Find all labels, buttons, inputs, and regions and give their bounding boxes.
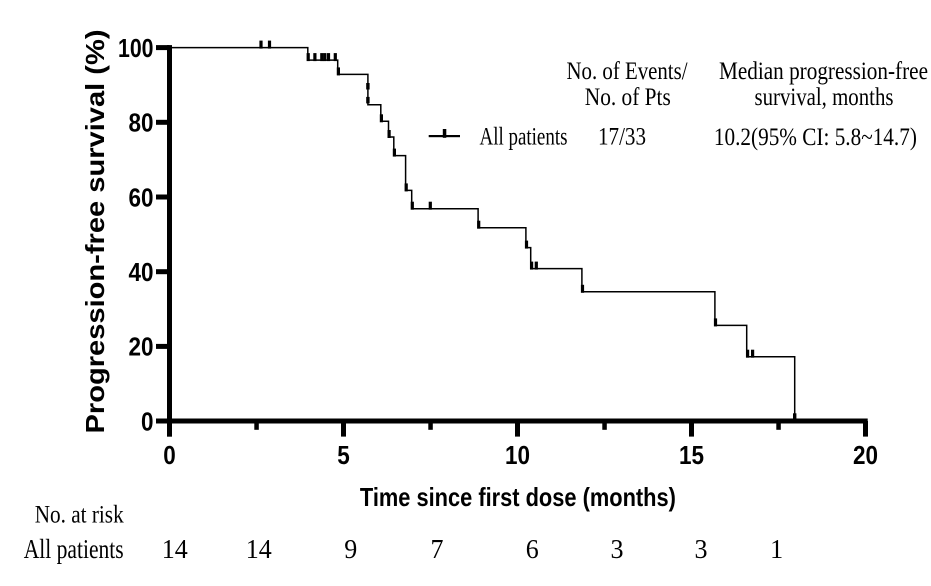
svg-text:0: 0	[141, 406, 154, 436]
svg-text:5: 5	[337, 440, 350, 470]
svg-text:Progression-free survival (%): Progression-free survival (%)	[80, 30, 110, 434]
svg-text:100: 100	[118, 33, 154, 63]
svg-text:No. of Events/: No. of Events/	[567, 58, 688, 85]
svg-text:40: 40	[129, 257, 154, 287]
svg-text:0: 0	[163, 440, 176, 470]
svg-text:Time since first dose (months): Time since first dose (months)	[360, 482, 676, 512]
svg-text:60: 60	[129, 182, 154, 212]
svg-text:No. of Pts: No. of Pts	[585, 84, 671, 111]
svg-text:14: 14	[162, 534, 188, 564]
svg-text:3: 3	[611, 534, 624, 564]
svg-text:No. at risk: No. at risk	[35, 501, 124, 528]
svg-text:20: 20	[853, 440, 878, 470]
svg-text:Median progression-free: Median progression-free	[719, 58, 928, 85]
svg-text:10: 10	[505, 440, 530, 470]
svg-text:3: 3	[695, 534, 708, 564]
svg-text:14: 14	[246, 534, 272, 564]
svg-text:All patients: All patients	[24, 534, 124, 564]
svg-text:80: 80	[129, 108, 154, 138]
svg-text:20: 20	[129, 332, 154, 362]
svg-text:1: 1	[770, 534, 783, 564]
svg-text:6: 6	[526, 534, 539, 564]
svg-text:10.2(95% CI: 5.8~14.7): 10.2(95% CI: 5.8~14.7)	[714, 124, 917, 151]
svg-text:17/33: 17/33	[598, 124, 646, 151]
svg-text:All patients: All patients	[480, 124, 568, 151]
svg-text:survival, months: survival, months	[755, 84, 894, 111]
svg-text:7: 7	[431, 534, 444, 564]
svg-text:15: 15	[679, 440, 704, 470]
svg-text:9: 9	[344, 534, 357, 564]
